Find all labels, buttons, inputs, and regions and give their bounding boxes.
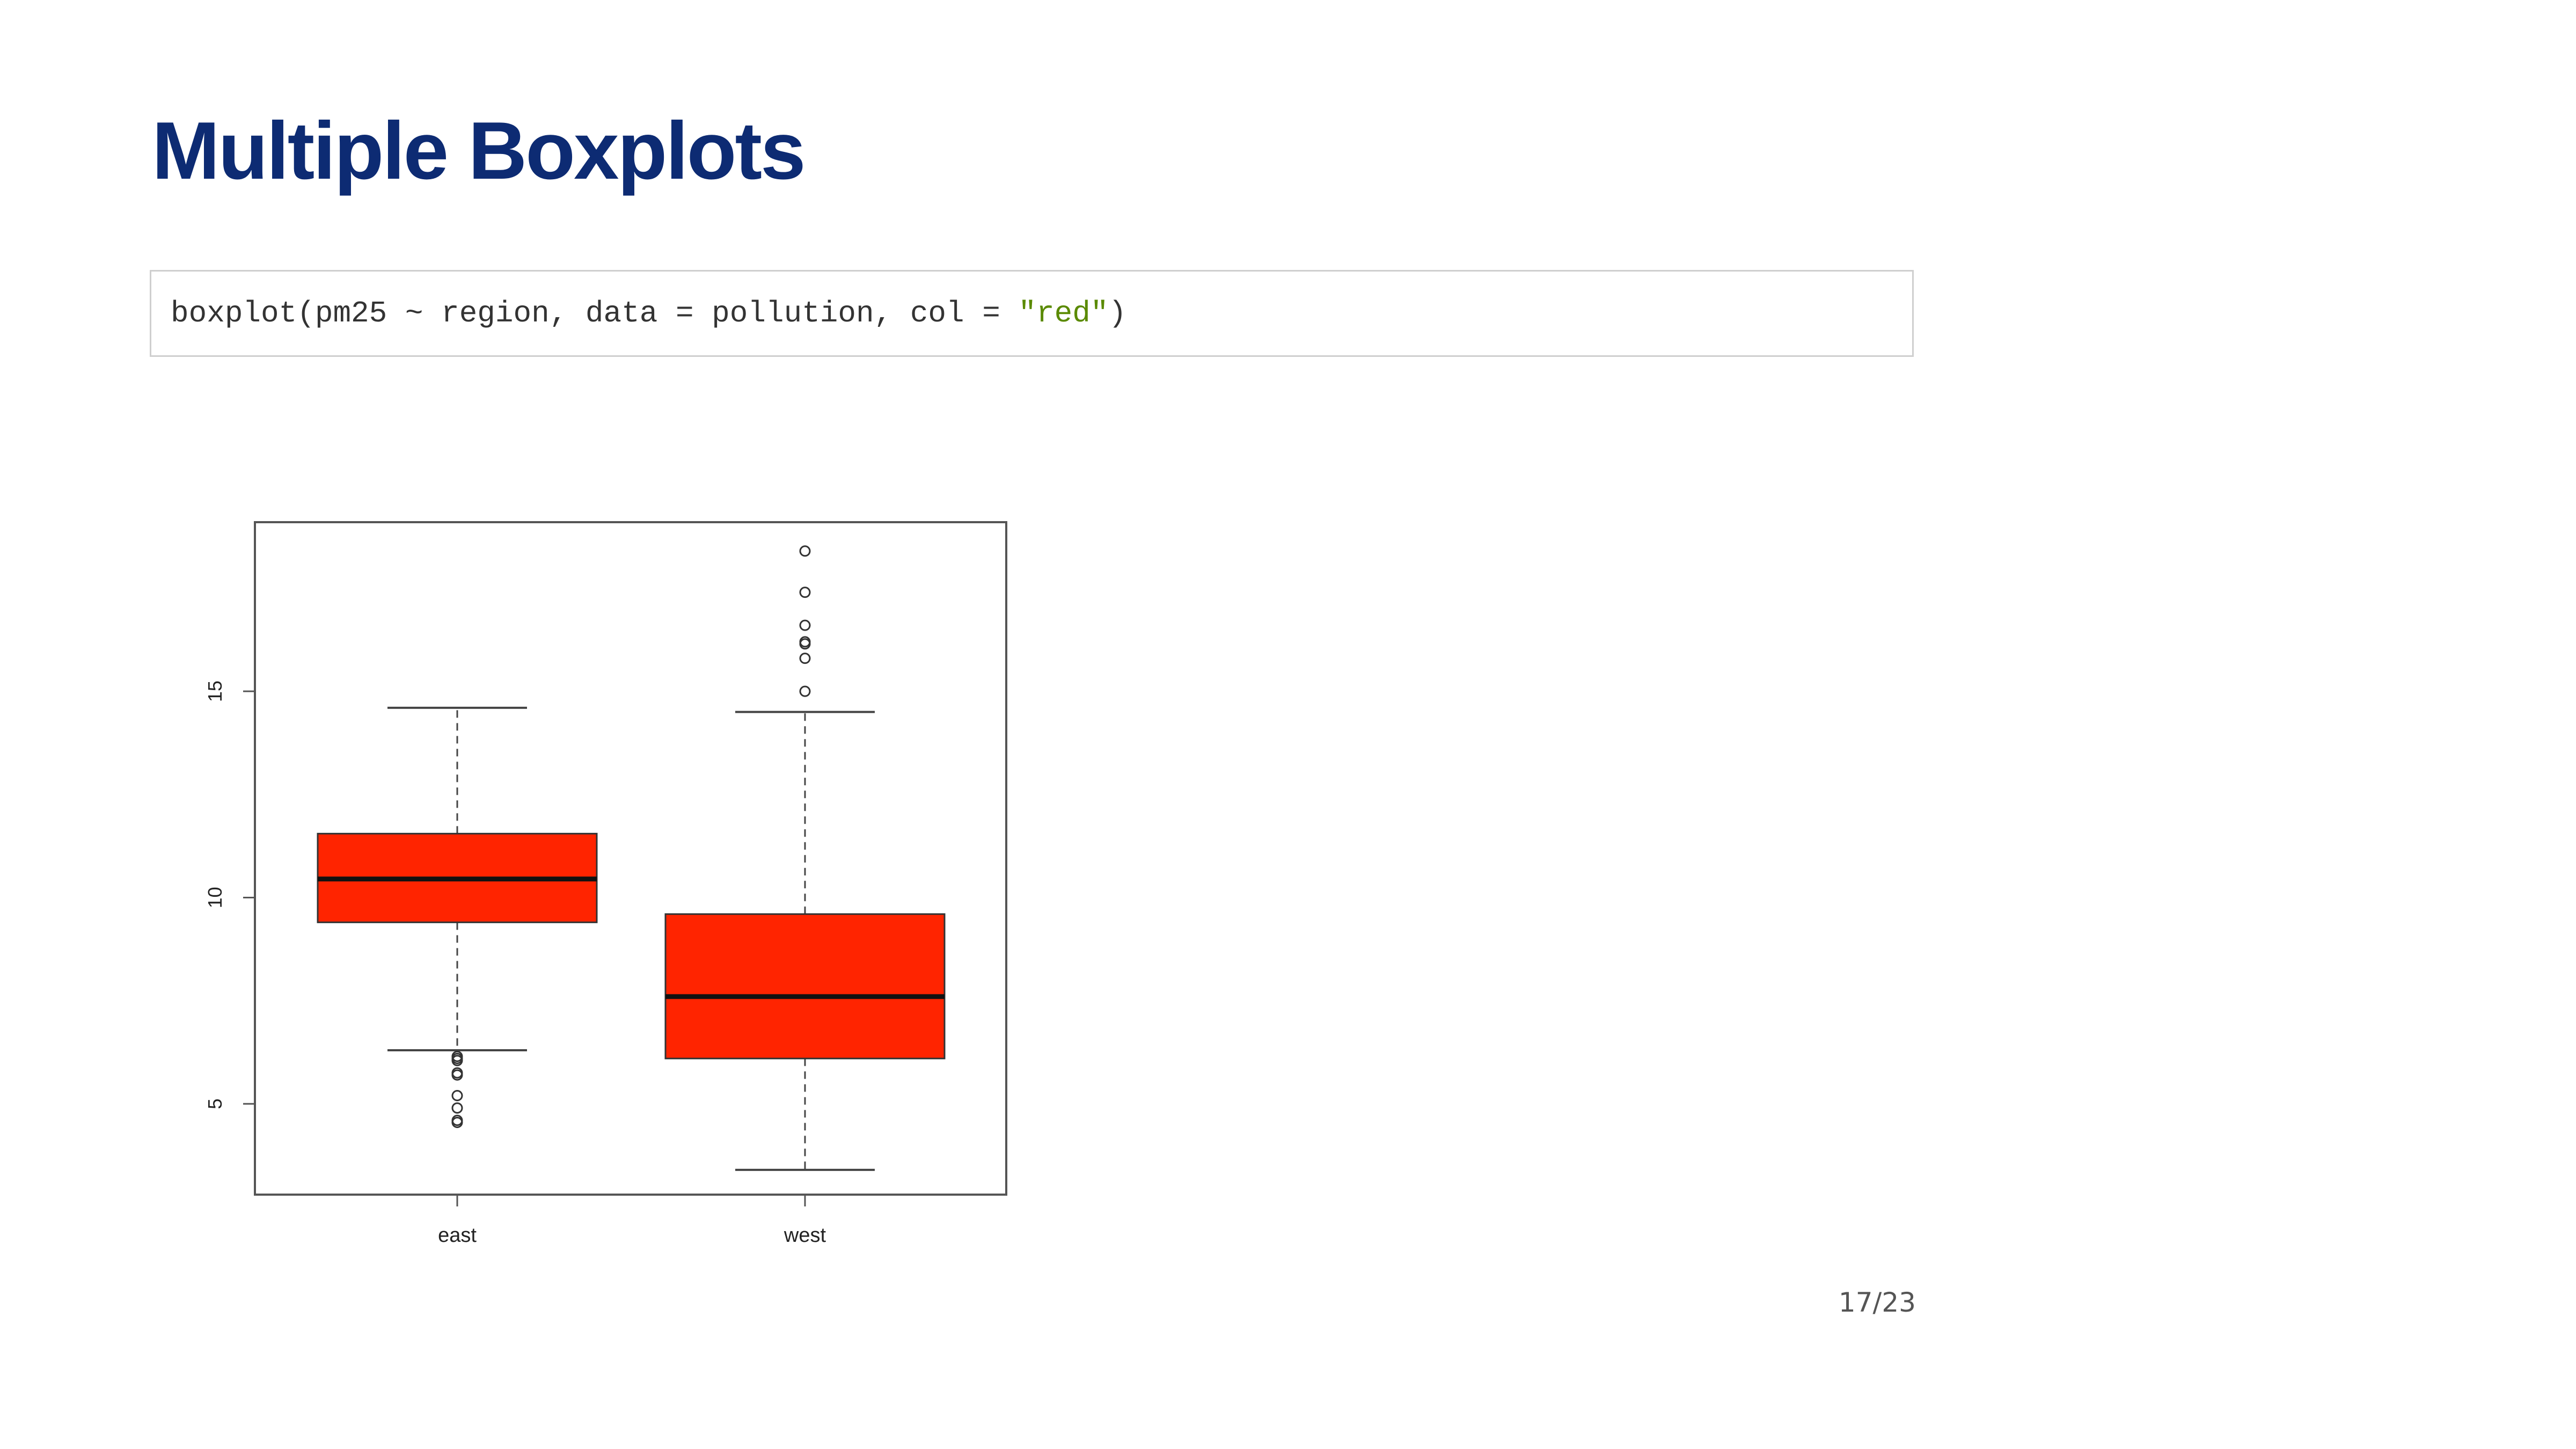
- y-tick-label-10: 10: [204, 887, 226, 909]
- box-east: [317, 706, 598, 1128]
- page-number: 17/23: [1838, 1287, 1916, 1318]
- x-tick-label-east: east: [438, 1224, 477, 1247]
- y-tick-label-15: 15: [204, 680, 226, 702]
- outlier-west-1: [799, 653, 811, 664]
- y-tick-label-5: 5: [204, 1099, 226, 1109]
- code-block: boxplot(pm25 ~ region, data = pollution,…: [150, 270, 1914, 357]
- iqr-box-west: [664, 913, 946, 1059]
- code-prefix: boxplot(pm25 ~ region, data = pollution,…: [171, 296, 1019, 331]
- outlier-west-6: [799, 545, 811, 557]
- outlier-west-3: [799, 636, 811, 648]
- outlier-east-2: [451, 1050, 463, 1062]
- y-axis: 5 10 15: [204, 680, 256, 1109]
- boxplot-chart: 5 10 15 east west: [204, 521, 1007, 1247]
- outlier-west-5: [799, 587, 811, 598]
- code-line: boxplot(pm25 ~ region, data = pollution,…: [171, 296, 1126, 331]
- slide-title: Multiple Boxplots: [152, 105, 806, 196]
- outlier-east-6: [451, 1102, 463, 1114]
- x-axis: east west: [438, 1194, 826, 1247]
- outlier-west-4: [799, 619, 811, 631]
- box-west: [664, 545, 946, 1171]
- outlier-east-8: [451, 1116, 463, 1128]
- outlier-east-5: [451, 1090, 463, 1102]
- outlier-west-0: [799, 685, 811, 697]
- outlier-east-4: [451, 1069, 463, 1081]
- code-suffix: ): [1108, 296, 1127, 331]
- boxes: [317, 545, 946, 1171]
- x-tick-label-west: west: [784, 1224, 826, 1247]
- code-string-literal: "red": [1018, 296, 1109, 331]
